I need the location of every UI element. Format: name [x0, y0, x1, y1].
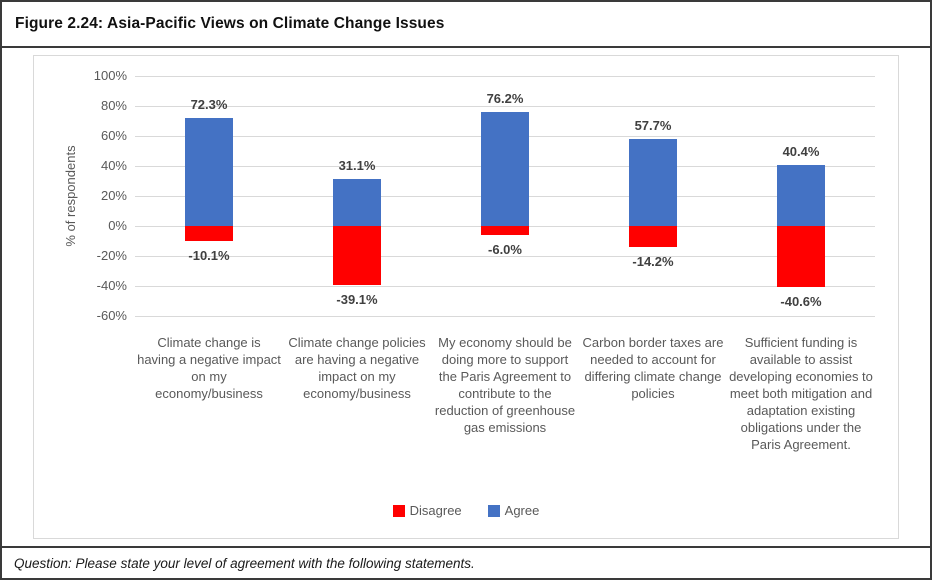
- figure-title-bar: Figure 2.24: Asia-Pacific Views on Clima…: [2, 2, 930, 48]
- y-tick-label: 40%: [100, 158, 127, 173]
- bar-label-agree: 31.1%: [338, 158, 376, 174]
- bar-agree: [481, 111, 529, 226]
- bar-label-agree: 57.7%: [634, 118, 672, 134]
- bar-agree: [777, 165, 825, 226]
- bar-label-disagree: -39.1%: [336, 291, 378, 307]
- bar-label-disagree: -40.6%: [780, 293, 822, 309]
- bar-agree: [629, 139, 677, 226]
- gridline: [135, 286, 875, 287]
- bar-disagree: [481, 226, 529, 235]
- bar-disagree: [777, 226, 825, 287]
- y-tick-label: 0%: [108, 218, 127, 233]
- category-label: Climate change policies are having a neg…: [288, 335, 426, 401]
- legend: Disagree Agree: [34, 503, 898, 518]
- legend-swatch-agree: [487, 504, 500, 517]
- bar-label-agree: 40.4%: [782, 144, 820, 160]
- gridline: [135, 316, 875, 317]
- bar-agree: [185, 117, 233, 226]
- bar-disagree: [185, 226, 233, 242]
- gridline: [135, 76, 875, 77]
- y-tick-label: 100%: [93, 68, 127, 83]
- category-label: Sufficient funding is available to assis…: [729, 335, 873, 452]
- category-label: Carbon border taxes are needed to accoun…: [582, 335, 724, 401]
- bar-disagree: [629, 226, 677, 248]
- category-label: Climate change is having a negative impa…: [137, 335, 281, 401]
- bar-label-agree: 76.2%: [486, 90, 524, 106]
- legend-swatch-disagree: [392, 504, 405, 517]
- y-tick-label: 60%: [100, 128, 127, 143]
- chart-panel: % of respondents 100% 80% 60% 40% 20% 0% -20% -…: [33, 55, 899, 539]
- bar-label-disagree: -10.1%: [188, 248, 230, 264]
- legend-label-agree: Agree: [504, 503, 540, 518]
- bar-label-agree: 72.3%: [190, 96, 228, 112]
- y-tick-label: 20%: [100, 188, 127, 203]
- bar-agree: [333, 179, 381, 226]
- bar-label-disagree: -6.0%: [488, 242, 522, 257]
- legend-item-disagree: Disagree: [392, 503, 462, 518]
- y-tick-label: -20%: [96, 248, 127, 263]
- y-tick-label: 80%: [100, 98, 127, 113]
- plot-area: 72.3% -10.1% 31.1% -39.1% 76.2% -6.0% 57.7% -14…: [135, 76, 875, 317]
- y-tick-label: -60%: [96, 308, 127, 323]
- figure-footnote-bar: Question: Please state your level of agr…: [2, 546, 930, 578]
- legend-item-agree: Agree: [487, 503, 540, 518]
- legend-label-disagree: Disagree: [409, 503, 462, 518]
- gridline: [135, 256, 875, 257]
- figure-title: Figure 2.24: Asia-Pacific Views on Clima…: [15, 15, 445, 32]
- bar-label-disagree: -14.2%: [632, 254, 674, 270]
- y-tick-label: -40%: [96, 278, 127, 293]
- bar-disagree: [333, 226, 381, 285]
- gridline: [135, 106, 875, 107]
- question-text: Question: Please state your level of agr…: [14, 555, 475, 571]
- category-label: My economy should be doing more to suppo…: [434, 335, 576, 435]
